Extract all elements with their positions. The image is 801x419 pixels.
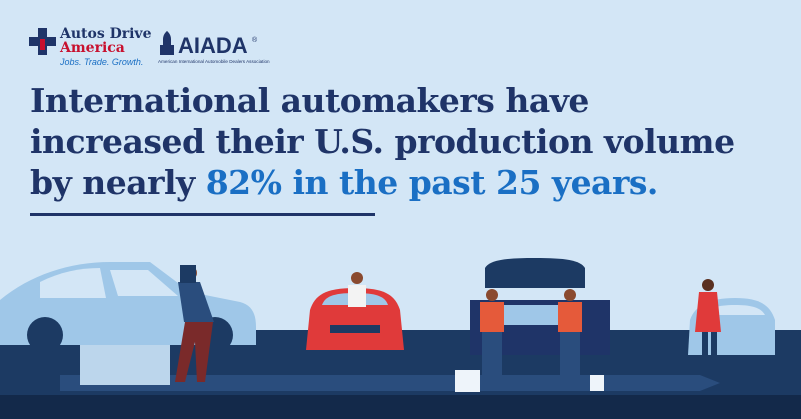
- logo-tagline: Jobs. Trade. Growth.: [59, 57, 143, 67]
- headline-highlight: 82% in the past 25 years.: [206, 163, 658, 202]
- aiada-name: AIADA: [178, 33, 248, 58]
- worker-legs: [175, 322, 213, 382]
- logo-line1: Autos Drive: [59, 26, 152, 42]
- headline-lead: by nearly: [30, 163, 206, 202]
- worker-legs: [482, 332, 502, 382]
- logo-cross-accent: [40, 39, 45, 50]
- headline-line: International automakers have: [30, 81, 589, 120]
- aiada-full-name: American International Automobile Dealer…: [158, 59, 270, 64]
- dark-car: [455, 258, 610, 392]
- worker-legs: [702, 332, 717, 358]
- car-stand: [80, 345, 170, 385]
- worker-head: [702, 279, 714, 291]
- capitol-icon: [160, 31, 174, 55]
- worker-head: [486, 289, 498, 301]
- logo-line2: America: [59, 40, 125, 56]
- worker-legs: [560, 332, 580, 382]
- headline-line: by nearly 82% in the past 25 years.: [30, 163, 658, 202]
- worker-body: [178, 282, 214, 322]
- headline-underline: [30, 213, 375, 216]
- worker-head: [564, 289, 576, 301]
- red-car: [306, 272, 404, 350]
- worker-body: [480, 302, 504, 332]
- conveyor-arrow: [60, 375, 720, 391]
- worker: [175, 265, 214, 382]
- car-wheel: [27, 317, 63, 353]
- road-edge: [0, 395, 801, 419]
- blue-car: [688, 279, 775, 358]
- worker-box: [348, 285, 366, 307]
- car-window: [110, 270, 178, 296]
- car-engine: [500, 305, 570, 325]
- worker-head: [351, 272, 363, 284]
- car-window: [40, 268, 106, 298]
- car-grille: [330, 325, 380, 333]
- autos-drive-logo: Autos Drive America Jobs. Trade. Growth.: [29, 26, 152, 67]
- crate: [455, 370, 480, 392]
- aiada-mark: ®: [252, 36, 258, 44]
- car-hood: [485, 258, 585, 288]
- worker-body: [558, 302, 582, 332]
- headline-line: increased their U.S. production volume: [30, 122, 735, 161]
- crate: [590, 375, 604, 391]
- worker-box: [180, 265, 196, 283]
- worker-body: [695, 292, 721, 332]
- aiada-logo: AIADA ® American International Automobil…: [158, 31, 270, 64]
- car-window: [705, 305, 765, 315]
